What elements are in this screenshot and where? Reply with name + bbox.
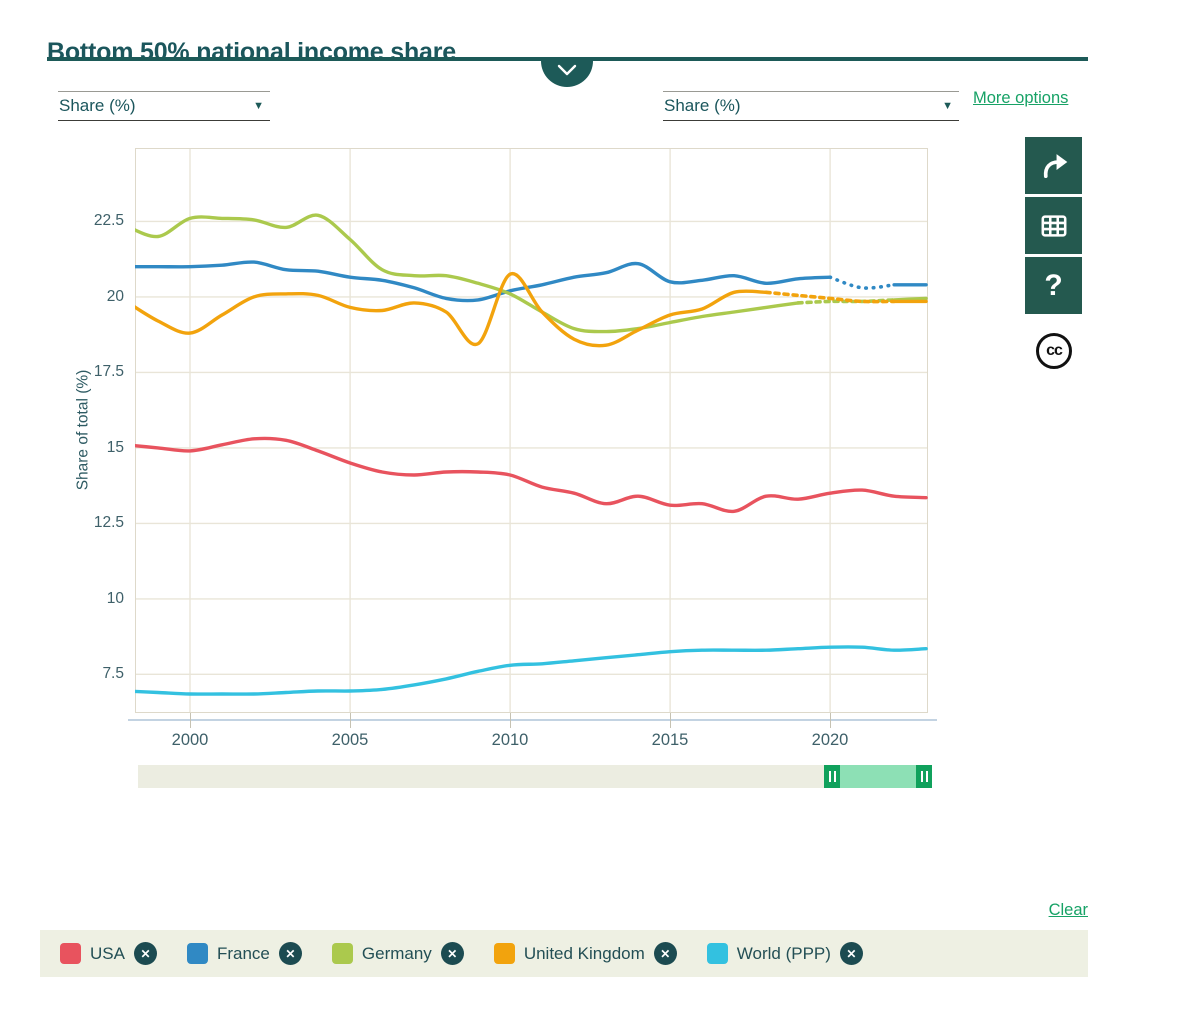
x-axis-line xyxy=(128,719,937,721)
x-axis-tick-mark xyxy=(350,713,351,728)
title-divider xyxy=(47,57,1088,61)
series-label: USA xyxy=(90,943,125,963)
slider-handle-left[interactable] xyxy=(824,765,840,788)
series-label: Germany xyxy=(361,943,432,963)
y-axis-tick-label: 22.5 xyxy=(93,212,124,229)
unit-dropdown-right[interactable]: Share (%) ▼ xyxy=(663,91,959,121)
series-label: World (PPP) xyxy=(736,943,831,963)
series-color-swatch xyxy=(706,943,728,964)
legend-item: United Kingdom ✕ xyxy=(493,942,677,965)
chevron-down-icon: ▼ xyxy=(942,100,953,112)
cc-icon: cc xyxy=(1046,342,1063,359)
x-axis-tick-label: 2010 xyxy=(491,731,529,749)
chevron-down-icon: ▼ xyxy=(253,100,264,112)
x-axis-tick-label: 2015 xyxy=(651,731,689,749)
remove-series-button[interactable]: ✕ xyxy=(440,942,464,965)
y-axis-tick-label: 7.5 xyxy=(102,665,124,682)
x-axis-tick-label: 2005 xyxy=(331,731,369,749)
x-axis-tick-label: 2020 xyxy=(811,731,849,749)
table-icon xyxy=(1041,214,1066,237)
clear-link[interactable]: Clear xyxy=(1048,901,1088,919)
y-axis-tick-label: 15 xyxy=(106,439,124,456)
question-mark-icon: ? xyxy=(1044,268,1063,302)
x-axis-tick-label: 2000 xyxy=(171,731,209,749)
page-title: Bottom 50% national income share xyxy=(47,37,456,66)
unit-dropdown-left[interactable]: Share (%) ▼ xyxy=(58,91,270,121)
legend-item: USA ✕ xyxy=(60,942,157,965)
y-axis-tick-label: 17.5 xyxy=(93,363,124,380)
data-table-button[interactable] xyxy=(1025,197,1082,254)
remove-series-button[interactable]: ✕ xyxy=(839,942,863,965)
legend-item: France ✕ xyxy=(186,942,302,965)
unit-dropdown-right-value: Share (%) xyxy=(664,96,741,115)
collapse-panel-button[interactable] xyxy=(541,61,593,87)
series-color-swatch xyxy=(60,943,81,964)
y-axis-tick-label: 20 xyxy=(106,288,124,305)
x-axis-tick-mark xyxy=(190,713,191,728)
series-color-swatch xyxy=(186,943,208,964)
legend-item: World (PPP) ✕ xyxy=(706,942,863,965)
legend-item: Germany ✕ xyxy=(331,942,464,965)
slider-handle-right[interactable] xyxy=(916,765,932,788)
remove-series-button[interactable]: ✕ xyxy=(133,942,157,965)
series-label: United Kingdom xyxy=(523,943,645,963)
series-color-swatch xyxy=(331,943,353,964)
time-range-slider[interactable] xyxy=(138,765,932,788)
y-axis-tick-label: 10 xyxy=(106,590,124,607)
chart-plot-area[interactable] xyxy=(135,148,928,713)
creative-commons-badge[interactable]: cc xyxy=(1036,333,1072,369)
remove-series-button[interactable]: ✕ xyxy=(653,942,677,965)
series-label: France xyxy=(216,943,270,963)
share-icon xyxy=(1043,153,1067,178)
slider-selected-range[interactable] xyxy=(824,765,932,788)
x-axis-tick-mark xyxy=(670,713,671,728)
x-axis-tick-mark xyxy=(510,713,511,728)
x-axis-tick-mark xyxy=(830,713,831,728)
series-color-swatch xyxy=(493,943,515,964)
y-axis-tick-label: 12.5 xyxy=(93,514,124,531)
unit-dropdown-left-value: Share (%) xyxy=(59,96,136,115)
chart-legend: USA ✕ France ✕ Germany ✕ United Kingdom ✕ World … xyxy=(40,930,1088,977)
chevron-down-icon xyxy=(557,64,577,76)
help-button[interactable]: ? xyxy=(1025,257,1082,314)
line-chart-svg xyxy=(135,148,928,713)
remove-series-button[interactable]: ✕ xyxy=(278,942,302,965)
share-button[interactable] xyxy=(1025,137,1082,194)
more-options-link[interactable]: More options xyxy=(973,89,1069,107)
